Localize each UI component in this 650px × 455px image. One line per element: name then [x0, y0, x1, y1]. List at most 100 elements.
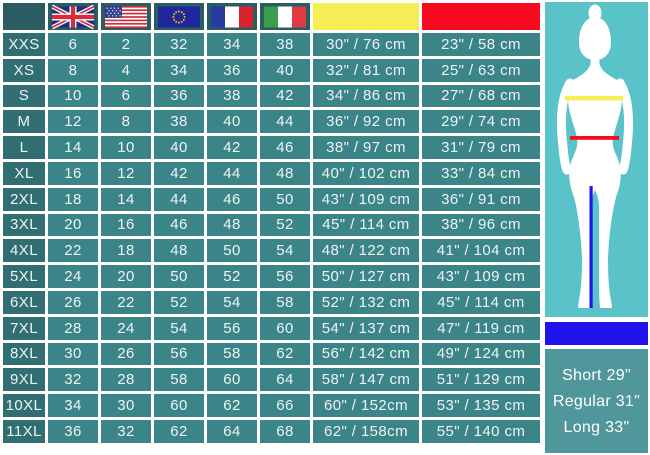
waist-measure-line [570, 136, 619, 140]
size-label-cell: M [3, 110, 45, 134]
uk-size-cell: 6 [48, 33, 98, 56]
it-size-cell: 68 [260, 419, 310, 443]
chest-measure-line [565, 96, 623, 101]
table-row: 10XL 34 30 60 62 66 60" / 152cm 53" / 135 cm [3, 394, 540, 417]
fr-size-cell: 56 [207, 316, 257, 340]
us-size-cell: 6 [101, 84, 151, 108]
us-column-header [101, 3, 151, 30]
fr-size-cell: 60 [207, 368, 257, 392]
fr-size-cell: 48 [207, 213, 257, 237]
us-size-cell: 4 [101, 58, 151, 82]
it-size-cell: 46 [260, 136, 310, 159]
size-label-cell: XXS [3, 33, 45, 56]
silhouette-head [579, 16, 611, 60]
fr-size-cell: 50 [207, 239, 257, 263]
eu-size-cell: 44 [154, 187, 204, 211]
size-label-cell: 6XL [3, 290, 45, 314]
waist-header-legend [422, 3, 540, 30]
size-label-cell: XS [3, 58, 45, 82]
uk-column-header [48, 3, 98, 30]
eu-column-header [154, 3, 204, 30]
size-table-body: XXS 6 2 32 34 38 30" / 76 cm 23" / 58 cm XS 8 4 34 3… [3, 33, 540, 443]
waist-measurement-cell: 53" / 135 cm [422, 394, 540, 417]
waist-measurement-cell: 31" / 79 cm [422, 136, 540, 159]
waist-measurement-cell: 43" / 109 cm [422, 265, 540, 288]
fr-size-cell: 38 [207, 84, 257, 108]
table-row: 9XL 32 28 58 60 64 58" / 147 cm 51" / 129 cm [3, 368, 540, 392]
uk-size-cell: 28 [48, 316, 98, 340]
us-size-cell: 18 [101, 239, 151, 263]
uk-size-cell: 32 [48, 368, 98, 392]
table-row: 5XL 24 20 50 52 56 50" / 127 cm 43" / 109 cm [3, 265, 540, 288]
table-row: 7XL 28 24 54 56 60 54" / 137 cm 47" / 119 cm [3, 316, 540, 340]
table-row: 2XL 18 14 44 46 50 43" / 109 cm 36" / 91 cm [3, 187, 540, 211]
size-label-cell: 2XL [3, 187, 45, 211]
it-size-cell: 48 [260, 161, 310, 185]
uk-size-cell: 16 [48, 161, 98, 185]
fr-size-cell: 44 [207, 161, 257, 185]
chest-measurement-cell: 50" / 127 cm [313, 265, 419, 288]
uk-size-cell: 26 [48, 290, 98, 314]
us-size-cell: 16 [101, 213, 151, 237]
uk-size-cell: 10 [48, 84, 98, 108]
size-label-cell: 3XL [3, 213, 45, 237]
waist-measurement-cell: 55" / 140 cm [422, 419, 540, 443]
fr-size-cell: 46 [207, 187, 257, 211]
table-header-row [3, 3, 540, 30]
chest-measurement-cell: 54" / 137 cm [313, 316, 419, 340]
size-label-cell: S [3, 84, 45, 108]
eu-size-cell: 42 [154, 161, 204, 185]
waist-measurement-cell: 27" / 68 cm [422, 84, 540, 108]
us-size-cell: 22 [101, 290, 151, 314]
leg-length-legend-bar [545, 322, 648, 345]
size-label-cell: L [3, 136, 45, 159]
italy-column-header [260, 3, 310, 30]
waist-measurement-cell: 41" / 104 cm [422, 239, 540, 263]
fr-size-cell: 54 [207, 290, 257, 314]
table-row: 4XL 22 18 48 50 54 48" / 122 cm 41" / 104 cm [3, 239, 540, 263]
it-size-cell: 40 [260, 58, 310, 82]
italy-flag-icon [264, 6, 306, 27]
chest-measurement-cell: 36" / 92 cm [313, 110, 419, 134]
it-size-cell: 62 [260, 342, 310, 366]
eu-size-cell: 60 [154, 394, 204, 417]
us-size-cell: 14 [101, 187, 151, 211]
waist-measurement-cell: 49" / 124 cm [422, 342, 540, 366]
uk-size-cell: 30 [48, 342, 98, 366]
leg-length-panel: Short 29" Regular 31" Long 33" [545, 349, 648, 453]
us-size-cell: 24 [101, 316, 151, 340]
uk-size-cell: 24 [48, 265, 98, 288]
us-size-cell: 32 [101, 419, 151, 443]
table-row: S 10 6 36 38 42 34" / 86 cm 27" / 68 cm [3, 84, 540, 108]
table-row: 3XL 20 16 46 48 52 45" / 114 cm 38" / 96 cm [3, 213, 540, 237]
table-row: 6XL 26 22 52 54 58 52" / 132 cm 45" / 114 cm [3, 290, 540, 314]
chest-measurement-cell: 43" / 109 cm [313, 187, 419, 211]
it-size-cell: 60 [260, 316, 310, 340]
chest-measurement-cell: 34" / 86 cm [313, 84, 419, 108]
chest-measurement-cell: 60" / 152cm [313, 394, 419, 417]
uk-size-cell: 22 [48, 239, 98, 263]
it-size-cell: 44 [260, 110, 310, 134]
eu-size-cell: 50 [154, 265, 204, 288]
eu-size-cell: 52 [154, 290, 204, 314]
eu-size-cell: 58 [154, 368, 204, 392]
fr-size-cell: 36 [207, 58, 257, 82]
us-flag-icon [105, 5, 147, 28]
it-size-cell: 42 [260, 84, 310, 108]
eu-size-cell: 34 [154, 58, 204, 82]
it-size-cell: 52 [260, 213, 310, 237]
size-label-cell: 5XL [3, 265, 45, 288]
size-label-cell: 4XL [3, 239, 45, 263]
size-conversion-table: XXS 6 2 32 34 38 30" / 76 cm 23" / 58 cm XS 8 4 34 3… [3, 3, 540, 443]
chest-measurement-cell: 52" / 132 cm [313, 290, 419, 314]
uk-size-cell: 36 [48, 419, 98, 443]
chest-measurement-cell: 48" / 122 cm [313, 239, 419, 263]
uk-size-cell: 14 [48, 136, 98, 159]
us-size-cell: 2 [101, 33, 151, 56]
fr-size-cell: 62 [207, 394, 257, 417]
eu-size-cell: 36 [154, 84, 204, 108]
it-size-cell: 58 [260, 290, 310, 314]
it-size-cell: 38 [260, 33, 310, 56]
chest-measurement-cell: 56" / 142 cm [313, 342, 419, 366]
eu-size-cell: 54 [154, 316, 204, 340]
